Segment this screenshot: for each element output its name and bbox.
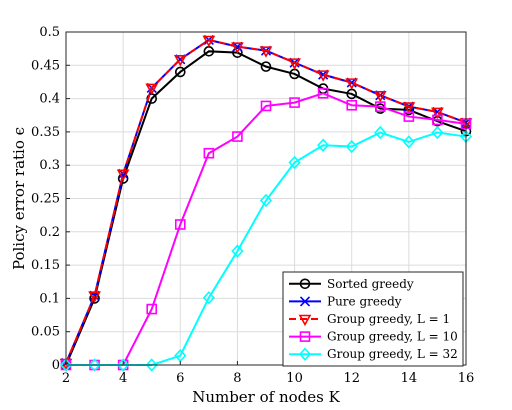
data-point <box>403 111 415 122</box>
series-3 <box>59 35 473 371</box>
data-point <box>260 100 272 112</box>
data-point <box>288 155 301 170</box>
y-axis-label-text: Policy error ratio ϵ <box>10 127 28 270</box>
y-tick-label: 0.35 <box>31 125 60 140</box>
data-point <box>402 135 415 149</box>
data-point <box>173 55 187 67</box>
legend-item: Pure greedy <box>289 294 402 308</box>
legend-item: Group greedy, L = 1 <box>289 312 450 327</box>
data-point <box>116 169 130 182</box>
y-tick-label: 0.4 <box>39 92 60 107</box>
series-line <box>65 50 467 366</box>
legend-item: Sorted greedy <box>289 277 414 291</box>
data-point <box>431 107 444 120</box>
y-tick-label: 0.3 <box>39 158 60 173</box>
data-point <box>259 46 273 58</box>
data-point <box>88 358 101 372</box>
data-point <box>260 61 272 72</box>
legend-swatch-marker <box>298 347 312 361</box>
x-axis-label: Number of nodes K <box>192 388 340 406</box>
legend-label: Group greedy, L = 1 <box>327 312 450 326</box>
x-tick-label: 16 <box>458 371 475 386</box>
data-point <box>402 102 416 114</box>
data-point <box>232 47 243 58</box>
legend-item: Group greedy, L = 32 <box>289 347 458 361</box>
x-tick-label: 14 <box>401 371 418 386</box>
x-tick-labels: 2 4 6 8 10 12 14 16 <box>62 361 474 386</box>
y-tick-label: 0.2 <box>39 225 60 240</box>
x-tick-label: 2 <box>62 371 70 386</box>
legend-item: Group greedy, L = 10 <box>289 330 458 344</box>
data-point <box>231 244 244 258</box>
data-point <box>174 66 186 78</box>
x-tick-label: 12 <box>343 371 360 386</box>
data-point <box>346 99 358 111</box>
data-point <box>374 101 386 112</box>
data-point <box>317 87 329 99</box>
data-point <box>317 138 330 152</box>
data-point <box>146 303 158 315</box>
data-point <box>345 78 359 90</box>
legend-label: Sorted greedy <box>327 277 414 291</box>
legend-swatch-marker <box>299 296 311 307</box>
y-tick-label: 0.45 <box>31 58 60 73</box>
y-tick-label: 0.5 <box>39 25 60 40</box>
data-point <box>316 70 330 82</box>
data-point <box>403 104 415 116</box>
y-tick-label: 0.15 <box>31 258 60 273</box>
data-point <box>373 90 387 103</box>
series-line <box>65 38 467 364</box>
data-point <box>145 358 158 372</box>
x-tick-label: 10 <box>286 371 303 386</box>
x-axis-label-text: Number of nodes K <box>192 388 340 406</box>
x-tick-label: 8 <box>233 371 241 386</box>
data-point <box>203 147 215 159</box>
data-point <box>88 291 101 303</box>
legend-label: Group greedy, L = 32 <box>327 347 458 361</box>
data-point <box>117 358 130 372</box>
data-point <box>431 125 444 140</box>
series-4 <box>60 87 472 371</box>
y-tick-label: 0.25 <box>31 192 60 207</box>
y-tick-label: 0.05 <box>31 325 60 340</box>
legend-swatch-marker <box>299 278 311 290</box>
data-point <box>374 125 387 140</box>
data-point <box>432 114 443 126</box>
legend: Sorted greedy Pure greedy Group greedy, L … <box>282 271 464 367</box>
data-point <box>145 83 159 96</box>
data-point <box>202 291 215 305</box>
y-axis-label: Policy error ratio ϵ <box>10 127 28 270</box>
y-tick-label: 0 <box>52 358 60 373</box>
data-point <box>289 97 300 108</box>
y-tick-label: 0.1 <box>39 291 60 306</box>
legend-label: Pure greedy <box>327 294 402 308</box>
y-tick-labels: 0 0.05 0.1 0.15 0.2 0.25 0.3 0.35 0.4 0.45 0.5 <box>31 25 70 373</box>
x-tick-label: 4 <box>119 371 127 386</box>
data-point <box>288 58 301 70</box>
data-point <box>345 139 358 154</box>
legend-swatch-marker <box>298 314 312 327</box>
legend-swatch-marker <box>299 331 311 342</box>
data-point <box>59 358 73 372</box>
data-point <box>259 193 273 208</box>
legend-label: Group greedy, L = 10 <box>327 330 458 344</box>
data-point <box>174 219 186 230</box>
x-tick-label: 6 <box>176 371 184 386</box>
series-line <box>66 92 467 366</box>
data-point <box>231 42 244 54</box>
data-point <box>202 35 216 48</box>
data-point <box>232 131 243 142</box>
